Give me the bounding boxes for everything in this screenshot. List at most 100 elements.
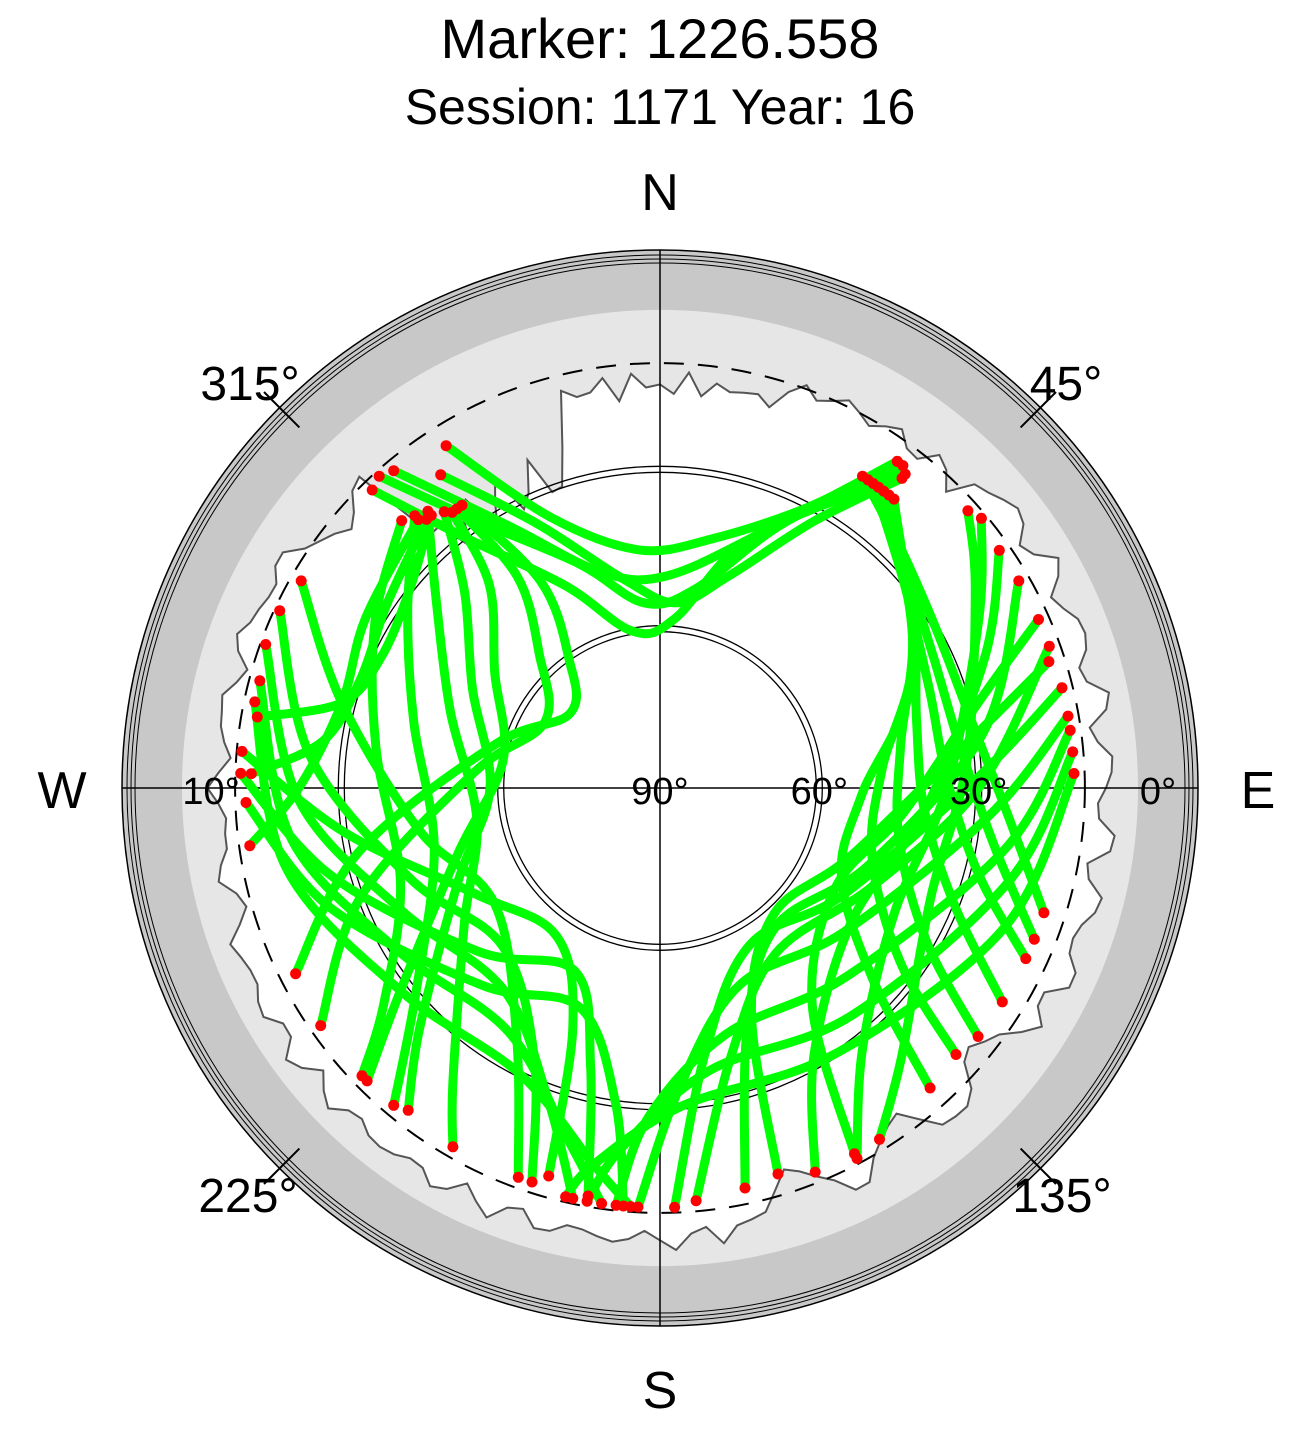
track-endpoint-4-end: [435, 469, 447, 481]
track-endpoint-32-end: [290, 968, 302, 980]
track-endpoint-13-start: [1056, 682, 1068, 694]
track-endpoint-20-end: [567, 1192, 579, 1204]
track-endpoint-16-start: [1067, 746, 1079, 758]
satellite-track-4: [436, 470, 907, 608]
track-endpoint-19-start: [274, 605, 286, 617]
track-endpoint-12-start: [1043, 656, 1055, 668]
track-endpoint-26-end: [447, 1141, 459, 1153]
track-endpoint-23-end: [543, 1170, 555, 1182]
track-endpoint-37-end: [972, 1031, 984, 1042]
satellite-track-25: [241, 798, 628, 1211]
satellite-track-39: [836, 494, 935, 1093]
track-endpoint-30-end: [356, 1070, 368, 1082]
track-endpoint-7-end: [739, 1182, 751, 1194]
track-endpoint-23-start: [236, 745, 248, 757]
track-endpoint-10-end: [874, 1133, 885, 1145]
track-endpoint-27-start: [438, 506, 450, 518]
satellite-track-23: [237, 746, 578, 1181]
track-endpoint-14-start: [1062, 710, 1074, 722]
azimuth-label-135: 135°: [1012, 1170, 1111, 1223]
elevation-label-90: 90°: [631, 771, 688, 813]
chart-subtitle: Session: 1171 Year: 16: [405, 79, 916, 135]
track-endpoint-1-end: [366, 484, 378, 496]
track-endpoint-40-end: [244, 840, 256, 852]
track-endpoint-21-start: [254, 675, 266, 687]
satellite-track-32: [291, 500, 582, 979]
track-endpoint-6-start: [1043, 640, 1055, 652]
azimuth-tick-135: [1019, 1147, 1057, 1185]
track-endpoint-41-end: [245, 768, 257, 780]
track-endpoint-22-start: [249, 696, 261, 708]
satellite-track-5: [441, 441, 902, 556]
track-endpoint-4-start: [896, 472, 908, 484]
track-endpoint-36-end: [996, 996, 1008, 1008]
elevation-label-30: 30°: [950, 771, 1007, 813]
track-endpoint-35-end: [1020, 953, 1032, 965]
track-endpoint-17-start: [1068, 768, 1080, 779]
track-endpoint-7-start: [1013, 575, 1025, 587]
azimuth-tick-225: [263, 1147, 301, 1185]
satellite-track-29: [389, 511, 439, 1110]
satellite-track-10: [875, 506, 980, 1144]
track-endpoint-12-end: [772, 1168, 784, 1180]
track-endpoint-31-end: [315, 1020, 327, 1032]
track-endpoint-9-start: [975, 512, 987, 524]
track-endpoint-6-end: [690, 1195, 702, 1207]
satellite-track-12: [746, 657, 1054, 1179]
satellite-track-24: [236, 768, 596, 1201]
track-endpoint-8-start: [993, 544, 1005, 556]
track-endpoint-42-end: [251, 711, 263, 723]
track-endpoint-27-end: [402, 1104, 414, 1116]
azimuth-tick-315: [263, 391, 301, 429]
azimuth-label-45: 45°: [1030, 358, 1103, 411]
track-endpoint-5-start: [891, 455, 903, 467]
track-endpoint-13-end: [669, 1201, 681, 1213]
satellite-track-30: [357, 516, 407, 1081]
satellite-tracks: [236, 441, 1079, 1212]
satellite-track-31: [316, 504, 554, 1031]
azimuth-ticks: [263, 391, 1057, 1185]
elevation-label-60: 60°: [791, 771, 848, 813]
track-endpoint-15-start: [1064, 724, 1076, 736]
elevation-label-0: 0°: [1140, 771, 1176, 813]
track-endpoint-34-end: [1028, 933, 1040, 945]
track-endpoint-2-end: [373, 470, 385, 482]
track-endpoint-30-start: [396, 515, 408, 527]
track-endpoint-25-start: [240, 797, 252, 808]
track-endpoint-10-start: [962, 505, 974, 517]
satellite-track-42: [252, 510, 436, 722]
compass-north: N: [641, 164, 679, 222]
track-endpoint-38-end: [950, 1049, 962, 1060]
track-endpoint-29-end: [388, 1099, 400, 1111]
track-endpoint-21-end: [596, 1198, 608, 1209]
track-endpoint-20-start: [260, 639, 272, 650]
track-endpoint-39-start: [888, 493, 900, 505]
track-endpoint-42-start: [425, 509, 437, 521]
azimuth-label-315: 315°: [200, 358, 299, 411]
compass-east: E: [1241, 762, 1276, 820]
elevation-label-10: 10°: [182, 771, 239, 813]
track-endpoint-39-end: [924, 1082, 936, 1094]
azimuth-tick-45: [1019, 391, 1057, 429]
compass-south: S: [643, 1362, 678, 1420]
track-endpoint-24-start: [235, 767, 247, 779]
azimuth-label-225: 225°: [198, 1170, 297, 1223]
track-endpoint-40-start: [412, 514, 424, 526]
track-endpoint-18-start: [295, 575, 307, 587]
compass-west: W: [37, 762, 86, 820]
track-endpoint-8-end: [809, 1166, 821, 1178]
satellite-track-41: [246, 514, 431, 779]
track-endpoint-5-end: [440, 440, 452, 452]
track-endpoint-25-end: [617, 1200, 629, 1212]
track-endpoint-33-end: [1038, 907, 1050, 919]
track-endpoint-18-end: [512, 1171, 524, 1183]
track-endpoint-19-end: [526, 1176, 538, 1188]
track-endpoint-24-end: [582, 1190, 594, 1202]
satellite-track-28: [362, 507, 510, 1086]
track-endpoint-3-end: [388, 465, 400, 477]
track-endpoint-11-start: [1033, 614, 1044, 625]
track-endpoints: [235, 440, 1080, 1213]
track-endpoint-32-start: [456, 499, 468, 511]
chart-title: Marker: 1226.558: [441, 7, 880, 70]
